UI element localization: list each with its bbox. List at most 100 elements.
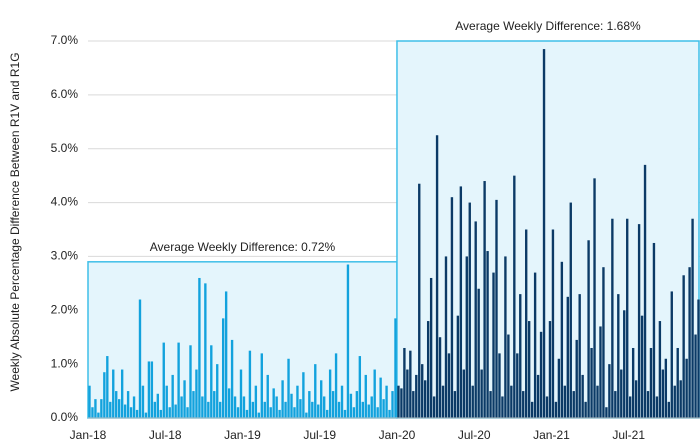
bar xyxy=(290,393,293,418)
bar xyxy=(135,409,139,418)
bar xyxy=(661,369,665,418)
x-tick-label: Jan-20 xyxy=(379,428,416,442)
bar xyxy=(204,283,207,418)
bar xyxy=(251,401,255,418)
bar xyxy=(688,267,691,418)
bar xyxy=(112,369,115,418)
x-tick-label: Jan-18 xyxy=(70,428,107,442)
bar xyxy=(346,264,350,418)
bar xyxy=(406,369,409,418)
bar xyxy=(572,391,575,418)
bar xyxy=(599,326,602,418)
bar xyxy=(578,294,581,418)
bar xyxy=(620,369,623,418)
bar xyxy=(174,404,177,418)
bar xyxy=(614,391,617,418)
bar xyxy=(581,374,584,418)
bar xyxy=(450,197,454,418)
bar xyxy=(382,399,385,418)
bar xyxy=(126,391,130,418)
bar xyxy=(477,288,480,418)
x-tick-label: Jan-21 xyxy=(533,428,570,442)
bar xyxy=(156,393,160,418)
bar xyxy=(227,388,231,418)
bar xyxy=(397,385,400,418)
bar xyxy=(358,356,362,418)
bar xyxy=(587,240,590,418)
bar xyxy=(468,202,471,418)
bar xyxy=(608,364,611,418)
bar xyxy=(180,396,183,418)
bar xyxy=(435,135,439,418)
bar xyxy=(530,401,534,418)
bar xyxy=(287,358,290,418)
bar xyxy=(147,361,151,418)
bar xyxy=(554,401,558,418)
bar xyxy=(192,391,195,418)
bar xyxy=(563,385,567,418)
bar xyxy=(260,353,263,418)
bar xyxy=(388,409,391,418)
bar xyxy=(364,374,367,418)
bar xyxy=(340,385,344,418)
bar xyxy=(275,396,278,418)
bar xyxy=(100,399,103,418)
bar xyxy=(213,391,216,418)
bar xyxy=(159,409,162,418)
bar xyxy=(498,353,501,418)
x-tick-label: Jul-19 xyxy=(303,428,336,442)
bar xyxy=(177,342,180,418)
bar xyxy=(510,385,513,418)
bar xyxy=(88,385,91,418)
bar xyxy=(519,294,522,418)
bar xyxy=(575,339,578,418)
bar xyxy=(637,224,641,418)
bar xyxy=(394,318,397,418)
bar xyxy=(373,369,376,418)
bar xyxy=(349,393,353,418)
bar xyxy=(670,291,673,418)
bar xyxy=(328,369,332,418)
bar xyxy=(284,401,287,418)
bar xyxy=(426,321,430,418)
bar xyxy=(602,267,605,418)
bar xyxy=(560,261,564,418)
bar xyxy=(504,256,507,418)
y-axis-label: Weekly Absolute Percentage Difference Be… xyxy=(8,52,22,391)
bar xyxy=(299,399,302,418)
bar xyxy=(296,385,299,418)
bar xyxy=(533,272,537,418)
bar xyxy=(242,396,246,418)
bar xyxy=(465,256,468,418)
bar xyxy=(495,199,498,418)
bar xyxy=(646,391,650,418)
bar xyxy=(447,353,451,418)
bar xyxy=(640,315,644,418)
bar xyxy=(317,404,320,418)
y-tick-label: 1.0% xyxy=(51,356,79,370)
x-tick-label: Jul-20 xyxy=(458,428,491,442)
bar xyxy=(144,412,148,418)
bar xyxy=(584,401,587,418)
bar xyxy=(441,385,445,418)
bar xyxy=(542,49,546,418)
bar xyxy=(516,353,519,418)
bar xyxy=(115,391,118,418)
y-tick-label: 4.0% xyxy=(51,195,79,209)
bar xyxy=(195,369,198,418)
bar xyxy=(459,186,463,418)
bar xyxy=(379,377,382,418)
bar xyxy=(207,401,210,418)
bar xyxy=(513,175,516,418)
bar xyxy=(462,369,466,418)
bar xyxy=(691,218,694,418)
bar xyxy=(254,385,258,418)
bar xyxy=(697,299,700,418)
bar xyxy=(483,181,486,418)
bar xyxy=(236,407,240,418)
bar xyxy=(548,321,552,418)
bar xyxy=(355,391,359,418)
x-tick-label: Jul-21 xyxy=(612,428,645,442)
bar xyxy=(129,407,133,418)
bar xyxy=(432,396,436,418)
